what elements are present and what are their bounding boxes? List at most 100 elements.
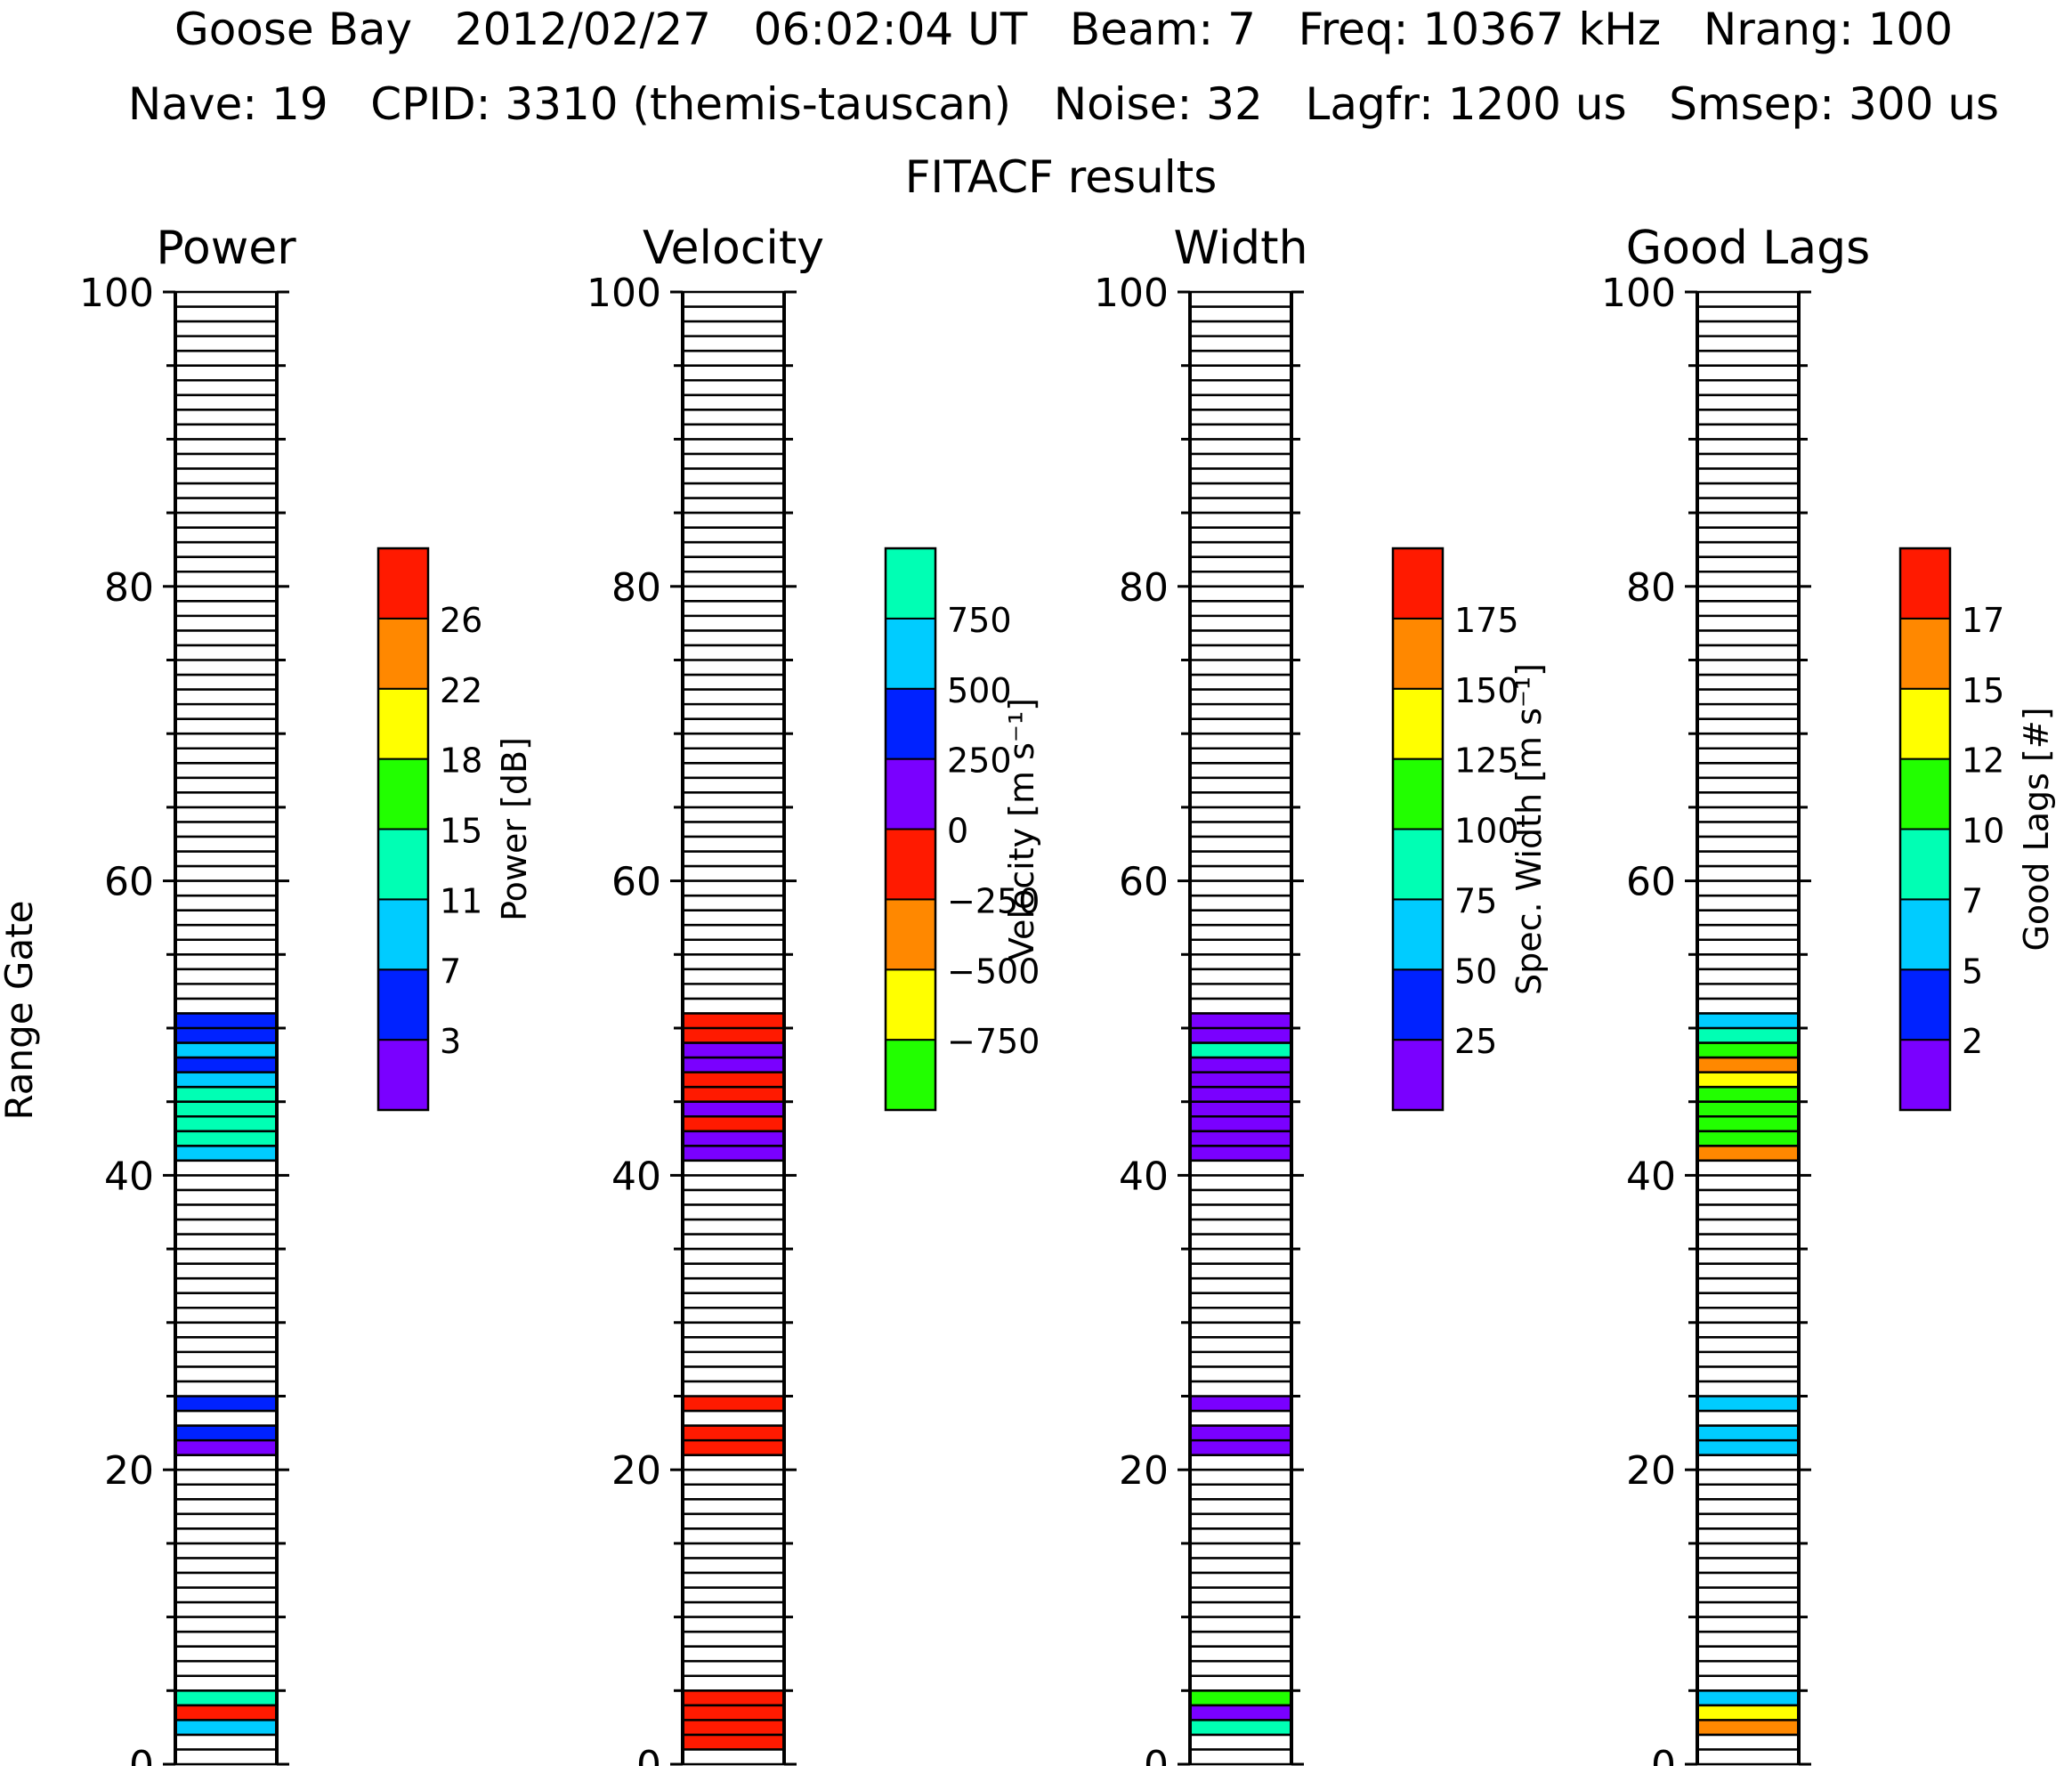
colorbar-segment [885,968,936,1041]
colorbar-segment [1392,898,1444,971]
colorbar-tick-label: 175 [1454,601,1519,640]
cell-gate-49 [683,1028,784,1043]
cell-gate-47 [1190,1057,1291,1073]
colorbar-tick-label: 7 [440,952,461,991]
colorbar-frame [376,547,430,1112]
y-tick-label: 0 [636,1743,661,1766]
header-line-1: Goose Bay 2012/02/27 06:02:04 UT Beam: 7… [174,4,1953,55]
cell-gate-3 [1190,1705,1291,1721]
cell-gate-50 [1697,1013,1799,1028]
colorbar-width: 25 50 75 100 125 150 175 Spec. Width [m s⁻¹] [1391,547,1549,1112]
cell-gate-3 [175,1705,277,1721]
cell-gate-46 [175,1072,277,1088]
colorbar-segment [1392,828,1444,901]
header-line-2: Nave: 19 CPID: 3310 (themis-tauscan) Noi… [128,78,1999,130]
cell-gate-41 [1190,1146,1291,1161]
colorbar-tick-label: 25 [1454,1022,1497,1061]
colorbar-segment [1899,547,1951,620]
colorbar-segment [1899,617,1951,690]
colorbar-segment [1899,687,1951,760]
y-axis-label: Range Gate [0,900,41,1120]
colorbar-tick-label: −250 [947,881,1040,920]
colorbar-tick-label: 7 [1962,881,1983,920]
cell-gate-21 [1697,1440,1799,1455]
cell-gate-50 [175,1013,277,1028]
cell-gate-48 [175,1042,277,1058]
colorbar-tick-label: −750 [947,1022,1040,1061]
colorbar-tick-label: 22 [440,671,482,710]
colorbar-tick-label: 10 [1962,812,2004,851]
cell-gate-2 [1697,1720,1799,1735]
cell-gate-42 [175,1130,277,1146]
colorbar-segment [377,898,429,971]
colorbar-tick-label: 18 [440,741,482,781]
colorbar-tick-label: 125 [1454,741,1519,781]
cell-gate-46 [1697,1072,1799,1088]
panel-title: Velocity [643,222,824,275]
header-line-3: FITACF results [905,151,1218,203]
cell-gate-42 [1190,1130,1291,1146]
cell-gate-45 [683,1087,784,1102]
cell-gate-47 [683,1057,784,1073]
colorbar-label: Velocity [m s⁻¹] [1002,698,1041,960]
cell-gate-47 [175,1057,277,1073]
colorbar-tick-label: 15 [1962,671,2004,710]
colorbar-segment [1899,898,1951,971]
cell-gate-24 [683,1396,784,1412]
cell-gate-45 [1697,1087,1799,1102]
colorbar-segment [1392,757,1444,830]
cell-gate-46 [1190,1072,1291,1088]
colorbar-segment [377,1039,429,1111]
colorbar-tick-label: 75 [1454,881,1497,920]
panel-title: Width [1173,222,1307,275]
colorbar-good-lags: 2 5 7 10 12 15 17 Good Lags [#] [1898,547,2056,1112]
colorbar-segment [1392,687,1444,760]
cell-gate-24 [1190,1396,1291,1412]
y-tick-label: 20 [104,1448,154,1494]
cell-gate-41 [683,1146,784,1161]
colorbar-tick-label: 15 [440,812,482,851]
colorbar-segment [885,757,936,830]
colorbar-tick-label: 12 [1962,741,2004,781]
y-tick-label: 60 [104,860,154,905]
colorbar-velocity: −750 −500 −250 0 250 500 750 Velocity [m s⁻¹] [884,547,1041,1112]
cell-gate-48 [683,1042,784,1058]
y-tick-label: 100 [79,271,154,316]
colorbar-label: Spec. Width [m s⁻¹] [1509,663,1549,995]
colorbar-segment [1899,757,1951,830]
cell-gate-44 [175,1101,277,1117]
y-tick-label: 80 [1119,565,1169,611]
y-tick-label: 100 [587,271,661,316]
y-tick-label: 0 [1651,1743,1676,1766]
colorbar-power: 3 7 11 15 18 22 26 Power [dB] [376,547,534,1112]
panel-width: 020406080100Width255075100125150175Spec.… [1094,222,1549,1766]
cell-gate-2 [1190,1720,1291,1735]
colorbar-tick-label: 0 [947,812,968,851]
cell-gate-21 [683,1440,784,1455]
cell-gate-47 [1697,1057,1799,1073]
y-tick-label: 40 [611,1154,661,1199]
cell-gate-50 [683,1013,784,1028]
cell-gate-48 [1190,1042,1291,1058]
cell-gate-44 [1697,1101,1799,1117]
cell-gate-45 [1190,1087,1291,1102]
cell-gate-21 [175,1440,277,1455]
colorbar-tick-label: 750 [947,601,1012,640]
cell-gate-1 [683,1734,784,1750]
cell-gate-43 [683,1116,784,1131]
colorbar-tick-label: 26 [440,601,482,640]
colorbar-segment [885,617,936,690]
colorbar-segment [1392,617,1444,690]
colorbar-segment [377,547,429,620]
cell-gate-3 [683,1705,784,1721]
colorbar-tick-label: 17 [1962,601,2004,640]
colorbar-segment [377,968,429,1041]
y-tick-label: 100 [1094,271,1169,316]
colorbar-tick-label: 50 [1454,952,1497,991]
colorbar-segment [885,828,936,901]
colorbar-tick-label: 250 [947,741,1012,781]
colorbar-tick-label: 150 [1454,671,1519,710]
cell-gate-42 [1697,1130,1799,1146]
